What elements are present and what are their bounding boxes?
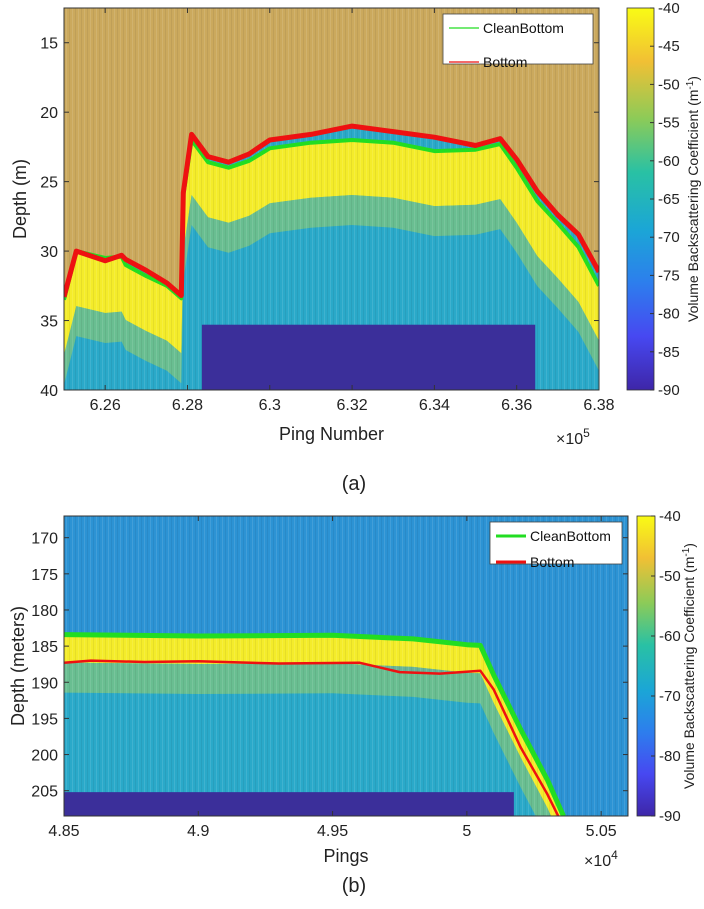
x-tick-label: 5.05 bbox=[586, 823, 617, 840]
colorbar-label-sup: -1 bbox=[681, 547, 692, 556]
chart-b: 4.85 4.9 4.95 5 5.05 170 175 180 185 190 195 200 205… bbox=[8, 508, 697, 897]
noise-texture-b bbox=[64, 516, 628, 816]
caption-b: (b) bbox=[342, 875, 366, 897]
x-tick-label: 6.34 bbox=[419, 397, 450, 414]
legend-box bbox=[489, 521, 623, 565]
x-tick-label: 5 bbox=[462, 823, 471, 840]
colorbar-label-main: Volume Backscattering Coefficient (m bbox=[685, 90, 701, 322]
colorbar-tick-label: -70 bbox=[658, 229, 680, 246]
y-tick-label: 15 bbox=[40, 36, 58, 53]
colorbar-tick-label: -70 bbox=[659, 688, 681, 705]
x-axis-label-a: Ping Number bbox=[279, 424, 384, 444]
colorbar-tick-label: -40 bbox=[658, 0, 680, 17]
x-tick-label: 4.85 bbox=[48, 823, 79, 840]
colorbar-tick-label: -80 bbox=[659, 748, 681, 765]
heatmap-b bbox=[64, 516, 628, 816]
colorbar-tick-label: -90 bbox=[658, 382, 680, 399]
x-multiplier-exp-a: 5 bbox=[583, 426, 590, 440]
x-tick-label: 4.95 bbox=[317, 823, 348, 840]
colorbar-tick-label: -80 bbox=[658, 306, 680, 323]
y-tick-label: 30 bbox=[40, 244, 58, 261]
x-multiplier-base-a: ×10 bbox=[556, 431, 583, 448]
series-group-a bbox=[64, 123, 599, 301]
series-line-bottom bbox=[64, 123, 599, 298]
y-tick-label: 180 bbox=[31, 603, 58, 620]
colorbar-label-sup: -1 bbox=[685, 80, 696, 89]
colorbar-label-end: ) bbox=[681, 543, 697, 548]
no-data-region-a bbox=[201, 324, 536, 390]
colorbar-tick-label: -40 bbox=[659, 508, 681, 525]
y-tick-label: 205 bbox=[31, 784, 58, 801]
y-tick-label: 175 bbox=[31, 567, 58, 584]
colorbar-tick-label: -65 bbox=[658, 191, 680, 208]
series-line-cleanbottom bbox=[64, 632, 566, 816]
x-tick-label: 6.28 bbox=[172, 397, 203, 414]
series-group-b bbox=[64, 632, 566, 816]
y-tick-label: 195 bbox=[31, 711, 58, 728]
y-tick-label: 35 bbox=[40, 314, 58, 331]
x-tick-label: 6.38 bbox=[583, 397, 614, 414]
colorbar-label: Volume Backscattering Coefficient (m-1) bbox=[685, 76, 701, 322]
legend-a: CleanBottom Bottom bbox=[442, 13, 594, 70]
colorbar-tick-label: -50 bbox=[659, 568, 681, 585]
colorbar-a: -40 -45 -50 -55 -60 -65 -70 -75 -80 -85 -90 Volume … bbox=[626, 0, 701, 399]
x-multiplier-a: ×105 bbox=[556, 426, 590, 448]
series-line-bottom bbox=[64, 659, 560, 816]
colorbar-label-end: ) bbox=[685, 76, 701, 81]
caption-a: (a) bbox=[342, 473, 366, 495]
x-multiplier-exp-b: 4 bbox=[611, 848, 618, 862]
colorbar-tick-label: -90 bbox=[659, 808, 681, 825]
legend-entry-label: Bottom bbox=[530, 554, 574, 570]
y-tick-label: 25 bbox=[40, 175, 58, 192]
y-tick-label: 170 bbox=[31, 531, 58, 548]
colorbar-tick-label: -60 bbox=[658, 153, 680, 170]
colorbar-tick-label: -85 bbox=[658, 344, 680, 361]
colorbar-tick-label: -50 bbox=[658, 76, 680, 93]
x-tick-label: 6.32 bbox=[337, 397, 368, 414]
colorbar-tick-label: -45 bbox=[658, 38, 680, 55]
x-tick-label: 6.3 bbox=[259, 397, 281, 414]
axes-ticks-a: 6.26 6.28 6.3 6.32 6.34 6.36 6.38 15 20 25 30 35 40 bbox=[40, 8, 615, 414]
colorbar-b: -40 -50 -60 -70 -80 -90 Volume Backscattering … bbox=[636, 508, 697, 825]
legend-box bbox=[442, 13, 594, 65]
y-axis-label-b: Depth (meters) bbox=[8, 606, 28, 726]
legend-entry-label: CleanBottom bbox=[530, 528, 611, 544]
y-tick-label: 190 bbox=[31, 675, 58, 692]
y-tick-label: 40 bbox=[40, 383, 58, 400]
series-line-cleanbottom bbox=[64, 138, 599, 301]
legend-entry-label: Bottom bbox=[483, 54, 527, 70]
axes-frame-b bbox=[63, 515, 629, 817]
colorbar-tick-label: -55 bbox=[658, 115, 680, 132]
colorbar-tick-label: -75 bbox=[658, 267, 680, 284]
x-multiplier-base-b: ×10 bbox=[584, 853, 611, 870]
colorbar-gradient bbox=[636, 515, 656, 817]
y-tick-label: 20 bbox=[40, 105, 58, 122]
colorbar-gradient bbox=[626, 7, 655, 391]
axes-frame-a bbox=[63, 7, 600, 391]
no-data-region-b bbox=[64, 792, 514, 816]
colorbar-label-main: Volume Backscattering Coefficient (m bbox=[681, 557, 697, 789]
x-tick-label: 6.36 bbox=[501, 397, 532, 414]
colorbar-label: Volume Backscattering Coefficient (m-1) bbox=[681, 543, 697, 789]
axes-ticks-b: 4.85 4.9 4.95 5 5.05 170 175 180 185 190 195 200 205 bbox=[31, 516, 628, 840]
y-tick-label: 185 bbox=[31, 639, 58, 656]
x-multiplier-b: ×104 bbox=[584, 848, 618, 870]
legend-b: CleanBottom Bottom bbox=[489, 521, 623, 570]
y-axis-label-a: Depth (m) bbox=[10, 159, 30, 239]
heatmap-a bbox=[64, 8, 599, 390]
chart-a: 6.26 6.28 6.3 6.32 6.34 6.36 6.38152025303540 … bbox=[10, 0, 701, 495]
x-tick-label: 4.9 bbox=[187, 823, 209, 840]
y-tick-label: 200 bbox=[31, 748, 58, 765]
x-tick-label: 6.26 bbox=[90, 397, 121, 414]
legend-entry-label: CleanBottom bbox=[483, 20, 564, 36]
colorbar-tick-label: -60 bbox=[659, 628, 681, 645]
x-axis-label-b: Pings bbox=[323, 846, 368, 866]
